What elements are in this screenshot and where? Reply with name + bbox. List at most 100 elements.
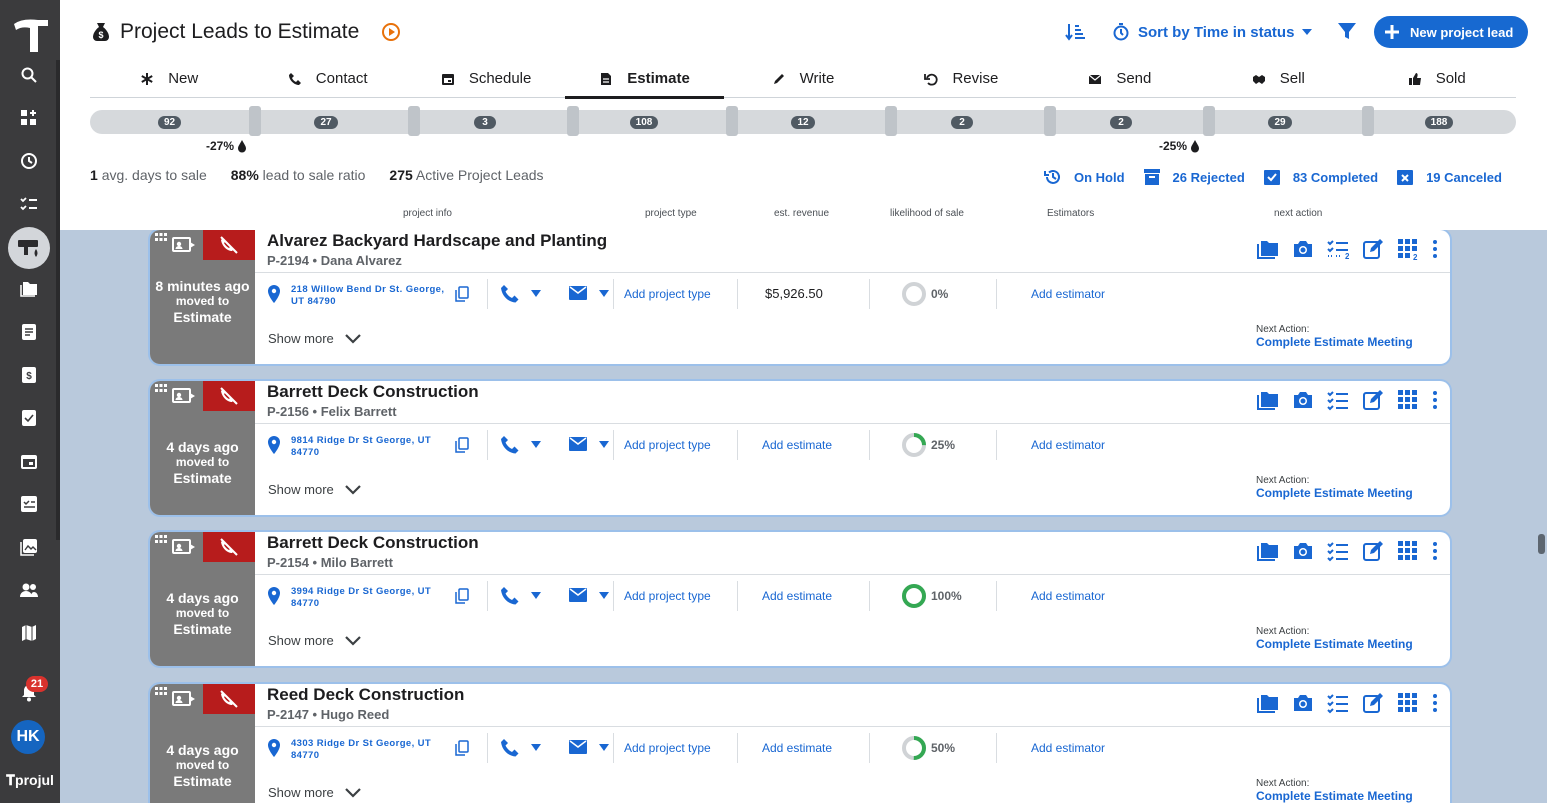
filter-icon[interactable] [1336,20,1358,42]
next-action-link[interactable]: Complete Estimate Meeting [1256,637,1413,651]
lead-title[interactable]: Barrett Deck Construction [267,382,479,401]
lead-card[interactable]: 4 days ago moved to Estimate Reed Deck C… [150,684,1450,803]
apps-grid-icon[interactable] [1397,389,1419,411]
next-action-link[interactable]: Complete Estimate Meeting [1256,335,1413,349]
checklist-icon[interactable] [1327,692,1349,714]
pipeline-segment-send[interactable]: 2 [1056,110,1186,134]
more-options-icon[interactable] [1432,540,1438,562]
edit-icon[interactable] [1362,692,1384,714]
add-estimator-link[interactable]: Add estimator [1031,287,1106,301]
edit-icon[interactable] [1362,238,1384,260]
new-project-lead-button[interactable]: New project lead [1374,16,1528,48]
checklist-icon[interactable]: 2 [1327,238,1349,260]
email-icon[interactable] [569,286,587,300]
add-estimator-link[interactable]: Add estimator [1031,741,1106,755]
folder-icon[interactable] [1257,238,1279,260]
tab-send[interactable]: Send [1041,60,1199,97]
email-icon[interactable] [569,740,587,754]
do-not-call-badge[interactable] [203,532,255,562]
user-avatar[interactable]: HK [11,720,45,754]
camera-icon[interactable] [1292,540,1314,562]
invoice-icon[interactable]: $ [16,362,42,388]
tab-estimate[interactable]: Estimate [565,60,725,99]
email-caret-icon[interactable] [599,441,609,448]
do-not-call-badge[interactable] [203,684,255,714]
pipeline-segment-sold[interactable]: 188 [1374,110,1504,134]
lead-address[interactable]: 9814 Ridge Dr St George, UT 84770 [291,435,432,458]
page-scrollbar-thumb[interactable] [1538,534,1545,554]
apps-grid-icon[interactable]: 2 [1397,238,1419,260]
drag-handle-icon[interactable] [155,687,167,696]
copy-icon[interactable] [455,437,469,453]
pipeline-segment-write[interactable]: 12 [738,110,868,134]
add-project-type-link[interactable]: Add project type [624,438,711,452]
clock-icon[interactable] [16,148,42,174]
lead-title[interactable]: Barrett Deck Construction [267,533,479,552]
lead-card[interactable]: 8 minutes ago moved to Estimate Alvarez … [150,230,1450,364]
tab-sold[interactable]: Sold [1358,60,1516,97]
do-not-call-badge[interactable] [203,381,255,411]
phone-icon[interactable] [500,586,520,606]
pipeline-segment-sell[interactable]: 29 [1215,110,1345,134]
add-project-type-link[interactable]: Add project type [624,741,711,755]
add-estimator-link[interactable]: Add estimator [1031,589,1106,603]
pipeline-segment-estimate[interactable]: 108 [579,110,709,134]
copy-icon[interactable] [455,740,469,756]
folder-icon[interactable] [16,276,42,302]
tab-sell[interactable]: Sell [1199,60,1357,97]
sort-dropdown[interactable]: Sort by Time in status [1112,20,1313,44]
do-not-call-badge[interactable] [203,230,255,260]
phone-caret-icon[interactable] [531,290,541,297]
lead-card[interactable]: 4 days ago moved to Estimate Barrett Dec… [150,532,1450,666]
purchase-order-icon[interactable] [16,405,42,431]
customer-name[interactable]: Felix Barrett [320,404,397,419]
phone-icon[interactable] [500,738,520,758]
checklist-icon[interactable] [16,191,42,217]
edit-icon[interactable] [1362,540,1384,562]
copy-icon[interactable] [455,286,469,302]
customer-name[interactable]: Hugo Reed [320,707,390,722]
calendar-icon[interactable] [16,448,42,474]
add-estimate-link[interactable]: Add estimate [762,589,833,603]
column-header-project-info[interactable]: project info [403,208,452,219]
drag-handle-icon[interactable] [155,384,167,393]
show-more-toggle[interactable]: Show more [268,482,362,497]
canceled-link[interactable]: 19 Canceled [1396,168,1502,186]
lead-title[interactable]: Reed Deck Construction [267,685,465,704]
likelihood-donut[interactable] [901,735,927,761]
next-action-link[interactable]: Complete Estimate Meeting [1256,789,1413,803]
edit-icon[interactable] [1362,389,1384,411]
dashboard-add-icon[interactable] [16,105,42,131]
drag-handle-icon[interactable] [155,535,167,544]
add-estimate-link[interactable]: Add estimate [762,741,833,755]
search-icon[interactable] [16,62,42,88]
column-header-estimators[interactable]: Estimators [1047,208,1095,219]
folder-icon[interactable] [1257,540,1279,562]
show-more-toggle[interactable]: Show more [268,633,362,648]
pipeline-segment-revise[interactable]: 2 [897,110,1027,134]
completed-link[interactable]: 83 Completed [1263,168,1378,186]
camera-icon[interactable] [1292,238,1314,260]
lead-address[interactable]: 218 Willow Bend Dr St. George, UT 84790 [291,284,445,307]
tab-schedule[interactable]: Schedule [407,60,565,97]
phone-icon[interactable] [500,435,520,455]
folder-icon[interactable] [1257,389,1279,411]
map-icon[interactable] [16,620,42,646]
tab-new[interactable]: New [90,60,248,97]
sidebar-scrollbar[interactable] [56,60,60,540]
on-hold-link[interactable]: On Hold [1044,168,1125,186]
folder-icon[interactable] [1257,692,1279,714]
rejected-link[interactable]: 26 Rejected [1143,168,1245,186]
contact-card-icon[interactable] [172,538,196,556]
customer-name[interactable]: Dana Alvarez [320,253,402,268]
people-icon[interactable] [16,577,42,603]
contact-card-icon[interactable] [172,236,196,254]
task-icon[interactable] [16,491,42,517]
lead-card[interactable]: 4 days ago moved to Estimate Barrett Dec… [150,381,1450,515]
est-revenue-value[interactable]: $5,926.50 [765,286,823,301]
next-action-link[interactable]: Complete Estimate Meeting [1256,486,1413,500]
column-header-likelihood[interactable]: likelihood of sale [890,208,964,219]
more-options-icon[interactable] [1432,238,1438,260]
add-estimate-link[interactable]: Add estimate [762,438,833,452]
likelihood-donut[interactable] [901,432,927,458]
